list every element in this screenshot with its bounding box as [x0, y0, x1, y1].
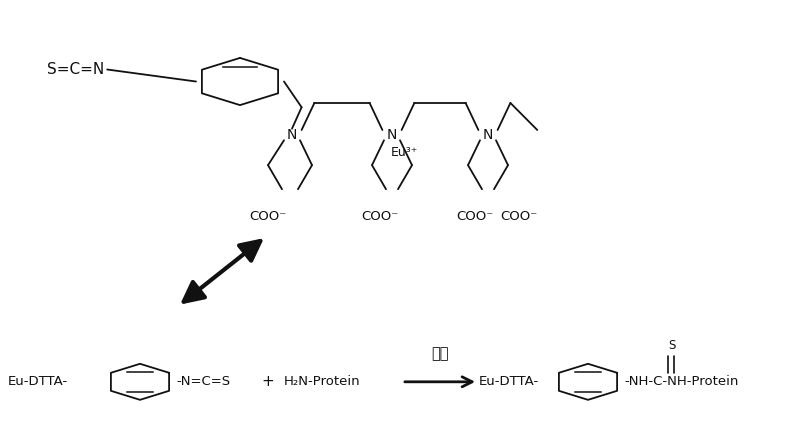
Text: COO⁻: COO⁻: [362, 210, 398, 223]
Text: -NH-C-NH-Protein: -NH-C-NH-Protein: [624, 375, 738, 388]
Text: COO⁻: COO⁻: [500, 210, 537, 223]
Text: -N=C=S: -N=C=S: [176, 375, 230, 388]
Text: Eu-DTTA-: Eu-DTTA-: [8, 375, 68, 388]
Text: S: S: [668, 339, 676, 352]
Text: Eu-DTTA-: Eu-DTTA-: [479, 375, 539, 388]
Text: N: N: [483, 128, 493, 142]
Text: S=C=N: S=C=N: [46, 62, 104, 77]
Text: COO⁻: COO⁻: [250, 210, 286, 223]
Text: 碱性: 碱性: [431, 347, 449, 361]
Text: N: N: [387, 128, 397, 142]
Text: Eu³⁺: Eu³⁺: [390, 146, 418, 159]
Text: H₂N-Protein: H₂N-Protein: [284, 375, 361, 388]
Text: COO⁻: COO⁻: [456, 210, 493, 223]
Text: N: N: [287, 128, 297, 142]
Text: +: +: [262, 375, 274, 389]
